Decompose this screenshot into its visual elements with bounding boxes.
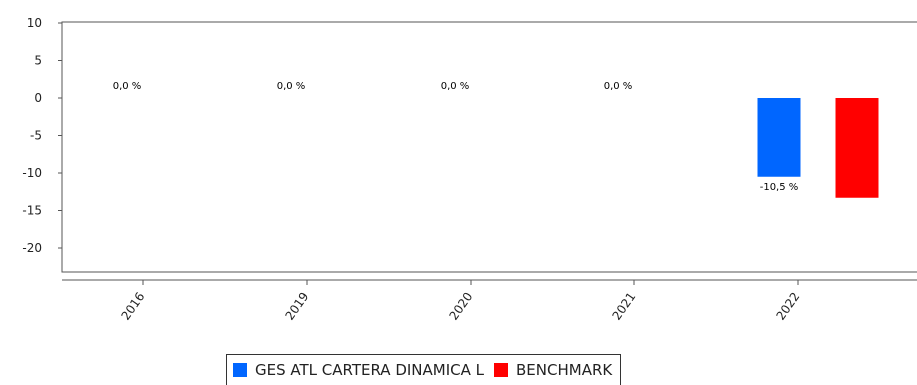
plot-area-frame [61, 21, 917, 273]
legend-swatch-fund [233, 363, 247, 377]
x-axis-ticks: 2016 2019 2020 2021 2022 [118, 280, 802, 323]
data-label: 0,0 % [277, 81, 306, 92]
legend-label-benchmark: BENCHMARK [516, 361, 613, 379]
y-tick-label: -15 [22, 204, 42, 218]
y-tick-label: 0 [34, 91, 42, 105]
legend-swatch-benchmark [494, 363, 509, 377]
x-tick-label: 2019 [282, 290, 311, 323]
data-label: -10,5 % [760, 182, 799, 193]
x-tick-label: 2022 [773, 290, 802, 323]
data-label: 0,0 % [441, 81, 470, 92]
legend-label-fund: GES ATL CARTERA DINAMICA L [255, 361, 485, 379]
legend-item-fund[interactable]: GES ATL CARTERA DINAMICA L [233, 361, 484, 379]
y-tick-label: -10 [22, 166, 42, 180]
data-label: 0,0 % [604, 81, 633, 92]
bar-series [757, 98, 879, 198]
bar-2022-series-0[interactable] [757, 98, 801, 177]
y-tick-label: -5 [30, 129, 42, 143]
data-label: 0,0 % [113, 81, 142, 92]
legend: GES ATL CARTERA DINAMICA L BENCHMARK [226, 354, 622, 385]
data-labels: 0,0 % 0,0 % 0,0 % 0,0 % -10,5 % [113, 81, 799, 193]
bar-2022-series-1[interactable] [835, 98, 879, 198]
x-tick-label: 2020 [446, 290, 475, 323]
y-tick-label: -20 [22, 241, 42, 255]
x-tick-label: 2021 [609, 290, 638, 323]
y-axis-ticks: 10 5 0 -5 -10 -15 -20 [22, 16, 62, 255]
x-tick-label: 2016 [118, 290, 147, 323]
legend-item-benchmark[interactable]: BENCHMARK [494, 361, 612, 379]
y-tick-label: 5 [34, 54, 42, 68]
y-tick-label: 10 [27, 16, 42, 30]
